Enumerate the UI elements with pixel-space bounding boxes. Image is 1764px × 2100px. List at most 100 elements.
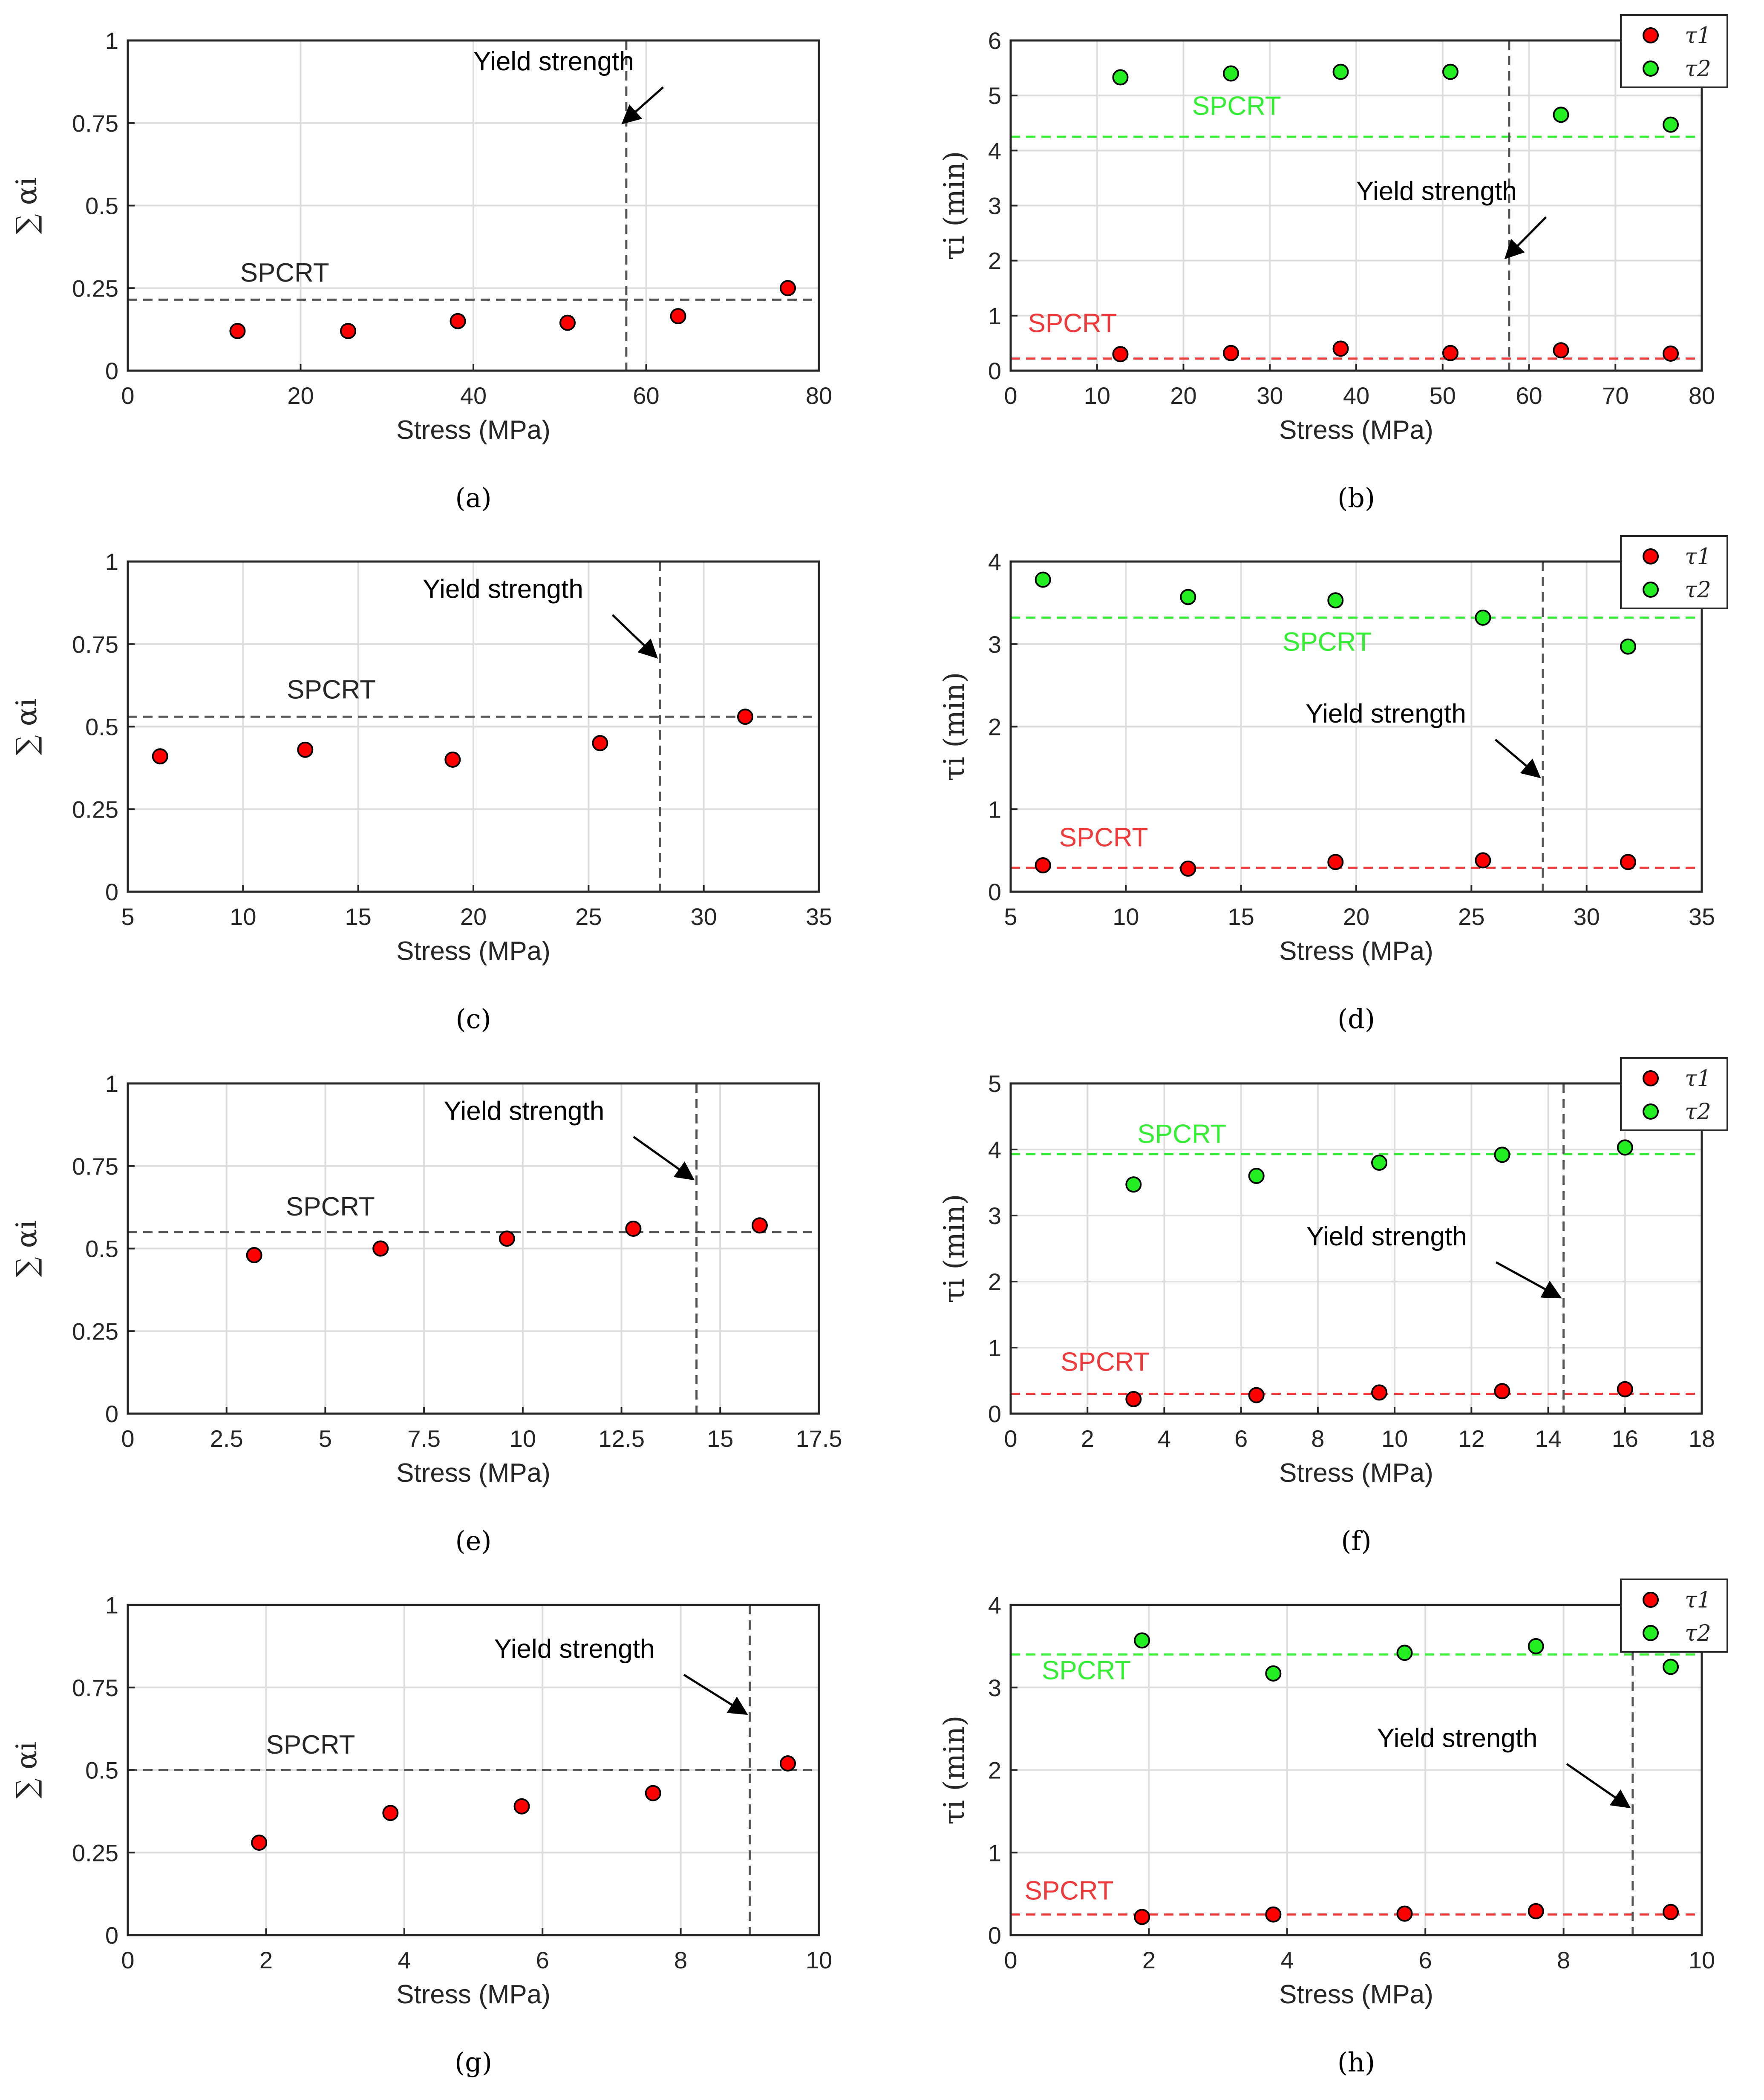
y-tick-label: 0.25 — [72, 1839, 118, 1866]
data-point — [1620, 854, 1636, 870]
x-tick-label: 80 — [806, 382, 832, 409]
data-point — [1663, 345, 1679, 362]
legend-marker — [1643, 1592, 1659, 1608]
grid — [128, 562, 819, 892]
data-point — [1494, 1147, 1510, 1163]
series-tau1 — [1134, 1903, 1679, 1925]
x-tick-label: 10 — [1084, 382, 1110, 409]
data-point — [1553, 107, 1569, 123]
y-tick-label: 0.5 — [85, 193, 118, 219]
x-tick-label: 2 — [1142, 1947, 1156, 1973]
data-point — [1112, 69, 1129, 86]
y-tick-label: 5 — [988, 82, 1001, 109]
data-point — [645, 1785, 661, 1801]
legend-box — [1620, 14, 1728, 88]
series-sum-alpha — [229, 280, 796, 339]
legend-label: τ1 — [1685, 23, 1711, 49]
x-axis: 0 10 20 30 40 50 60 70 80 — [1004, 364, 1715, 409]
x-tick-label: 80 — [1689, 382, 1715, 409]
x-tick-label: 10 — [230, 903, 256, 930]
x-axis-label: Stress (MPa) — [396, 936, 551, 966]
panel-caption: (d) — [1337, 1003, 1375, 1034]
legend-label: τ2 — [1685, 1099, 1711, 1125]
x-axis-label: Stress (MPa) — [396, 1980, 551, 2009]
x-tick-label: 0 — [121, 1425, 134, 1452]
y-tick-label: 2 — [988, 1757, 1001, 1784]
chart-c: SPCRT Yield strength 5 10 15 20 25 30 35 0 0.25 0.5… — [10, 548, 832, 1034]
x-tick-label: 60 — [1516, 382, 1542, 409]
data-point — [1134, 1909, 1150, 1925]
data-point — [513, 1798, 530, 1815]
spcrt-label: SPCRT — [1061, 1347, 1150, 1377]
data-point — [1528, 1638, 1544, 1654]
series-sum-alpha — [246, 1217, 768, 1263]
x-tick-label: 15 — [345, 903, 372, 930]
x-tick-label: 6 — [1419, 1947, 1432, 1973]
series-sum-alpha — [251, 1755, 796, 1851]
y-axis: 0 0.25 0.5 0.75 1 — [72, 548, 135, 905]
spcrt-label: SPCRT — [266, 1730, 355, 1760]
x-tick-label: 70 — [1602, 382, 1629, 409]
x-tick-label: 50 — [1430, 382, 1456, 409]
series-tau1 — [1112, 340, 1679, 363]
x-tick-label: 5 — [121, 903, 134, 930]
x-axis: 0 2 4 6 8 10 — [1004, 1928, 1715, 1973]
chart-g: SPCRT Yield strength 0 2 4 6 8 10 0 0.25 0.5 0.75 1 S… — [10, 1592, 832, 2078]
x-tick-label: 2.5 — [210, 1425, 243, 1452]
x-tick-label: 5 — [1004, 903, 1017, 930]
y-tick-label: 1 — [988, 1334, 1001, 1361]
grid — [1011, 1083, 1702, 1414]
data-point — [1265, 1906, 1282, 1923]
legend-marker — [1643, 27, 1659, 43]
yield-label: Yield strength — [444, 1096, 604, 1126]
data-point — [1125, 1391, 1142, 1407]
data-point — [1327, 854, 1344, 870]
data-point — [1332, 340, 1349, 357]
data-point — [1125, 1176, 1142, 1193]
panel-caption: (f) — [1341, 1525, 1371, 1556]
y-tick-label: 0.5 — [85, 1757, 118, 1784]
x-axis: 0 2 4 6 8 10 — [121, 1928, 832, 1973]
x-tick-label: 35 — [806, 903, 832, 930]
data-point — [1442, 63, 1458, 80]
spcrt-label: SPCRT — [286, 1192, 375, 1221]
legend-label: τ2 — [1685, 1621, 1711, 1646]
x-tick-label: 0 — [121, 1947, 134, 1973]
series-tau2 — [1112, 63, 1679, 133]
y-axis-label: ∑ αi — [10, 1742, 43, 1799]
panel-caption: (c) — [455, 1003, 491, 1034]
x-tick-label: 14 — [1535, 1425, 1561, 1452]
spcrt-label: SPCRT — [1059, 823, 1148, 852]
x-tick-label: 8 — [1311, 1425, 1324, 1452]
y-tick-label: 1 — [105, 1070, 118, 1097]
data-point — [737, 709, 753, 725]
data-point — [229, 323, 246, 339]
data-point — [1494, 1383, 1510, 1400]
x-tick-label: 0 — [1004, 382, 1017, 409]
x-tick-label: 0 — [1004, 1425, 1017, 1452]
series-tau2 — [1125, 1139, 1633, 1193]
panel-caption: (b) — [1337, 482, 1375, 513]
grid — [1011, 562, 1702, 892]
data-point — [751, 1217, 768, 1234]
yield-arrow — [1494, 738, 1541, 778]
data-point — [1180, 860, 1196, 877]
x-axis: 0 2 4 6 8 10 12 14 16 18 — [1004, 1407, 1715, 1452]
y-axis: 0 1 2 3 4 — [988, 1592, 1017, 1949]
y-tick-label: 2 — [988, 248, 1001, 274]
y-tick-label: 0 — [105, 1922, 118, 1949]
data-point — [559, 314, 576, 331]
x-tick-label: 10 — [1381, 1425, 1408, 1452]
data-point — [1371, 1384, 1388, 1401]
series-tau1 — [1125, 1381, 1633, 1407]
data-point — [444, 752, 461, 768]
legend-box — [1620, 535, 1728, 609]
legend-marker — [1643, 582, 1659, 598]
y-tick-label: 1 — [105, 548, 118, 575]
x-tick-label: 10 — [1113, 903, 1139, 930]
y-tick-label: 0.25 — [72, 275, 118, 302]
y-axis: 0 0.25 0.5 0.75 1 — [72, 1592, 135, 1949]
